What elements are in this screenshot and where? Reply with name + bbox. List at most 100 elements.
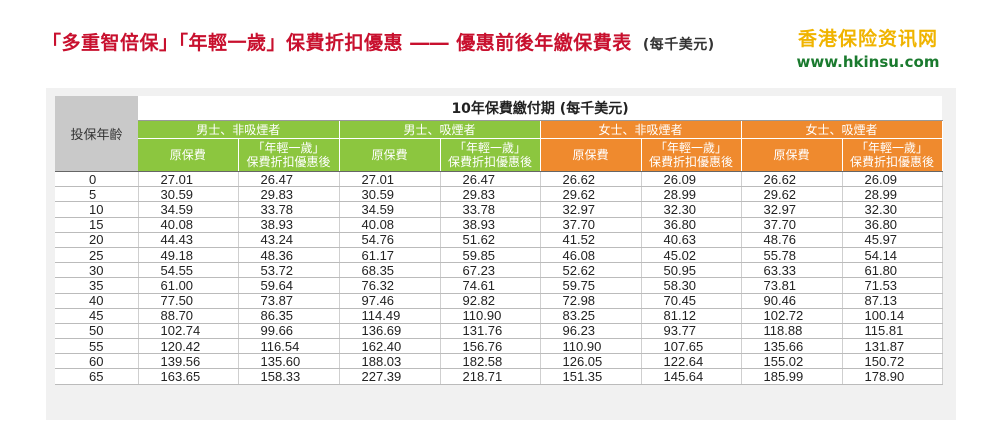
- premium-cell: 32.30: [641, 201, 742, 218]
- premium-table: 投保年齡 10年保費繳付期 (每千美元) 男士、非吸煙者 男士、吸煙者 女士、非…: [55, 96, 943, 385]
- title-unit-note: (每千美元): [642, 37, 715, 53]
- premium-cell: 76.32: [339, 277, 441, 294]
- table-row: 5 30.59 29.83 30.59 29.83 29.62 28.99 29.62 28.9…: [55, 186, 943, 203]
- sub-header-original: 原保費: [339, 138, 441, 172]
- age-cell: 20: [55, 232, 139, 248]
- title-text: 「多重智倍保」「年輕一歲」保費折扣優惠 ―― 優惠前後年繳保費表: [42, 32, 632, 54]
- premium-table-body: 0 27.01 26.47 27.01 26.47 26.62 26.09 26.62 26.0…: [55, 171, 943, 385]
- premium-cell: 26.62: [741, 171, 843, 188]
- premium-cell: 97.46: [339, 293, 441, 309]
- premium-cell: 100.14: [842, 308, 943, 324]
- table-row: 10 34.59 33.78 34.59 33.78 32.97 32.30 32.97 32.…: [55, 201, 943, 218]
- premium-cell: 88.70: [138, 308, 239, 324]
- premium-cell: 99.66: [238, 323, 340, 340]
- premium-cell: 34.59: [138, 201, 239, 218]
- table-row: 20 44.43 43.24 54.76 51.62 41.52 40.63 48.76 45.…: [55, 232, 943, 248]
- premium-cell: 46.08: [540, 247, 642, 264]
- premium-cell: 110.90: [540, 338, 642, 355]
- age-cell: 45: [55, 308, 139, 324]
- premium-cell: 50.95: [641, 262, 742, 279]
- premium-cell: 107.65: [641, 338, 742, 355]
- premium-cell: 37.70: [741, 217, 843, 233]
- table-row: 45 88.70 86.35 114.49 110.90 83.25 81.12 102.72…: [55, 308, 943, 324]
- premium-cell: 67.23: [440, 262, 541, 279]
- premium-cell: 102.72: [741, 308, 843, 324]
- age-cell: 25: [55, 247, 139, 264]
- premium-cell: 55.78: [741, 247, 843, 264]
- brand-logo[interactable]: 香港保险资讯网 www.hkinsu.com: [768, 24, 968, 71]
- age-cell: 30: [55, 262, 139, 279]
- premium-cell: 34.59: [339, 201, 441, 218]
- premium-cell: 96.23: [540, 323, 642, 340]
- premium-cell: 73.87: [238, 293, 340, 309]
- premium-cell: 33.78: [440, 201, 541, 218]
- brand-url[interactable]: www.hkinsu.com: [796, 53, 940, 71]
- table-row: 55 120.42 116.54 162.40 156.76 110.90 107.65 13…: [55, 338, 943, 355]
- premium-cell: 126.05: [540, 353, 642, 370]
- premium-cell: 32.97: [540, 201, 642, 218]
- group-header-female-non-smoker: 女士、非吸煙者: [540, 120, 742, 139]
- premium-cell: 73.81: [741, 277, 843, 294]
- table-row: 15 40.08 38.93 40.08 38.93 37.70 36.80 37.70 36.…: [55, 217, 943, 233]
- premium-cell: 26.47: [238, 171, 340, 188]
- brand-name: 香港保险资讯网: [797, 28, 938, 50]
- table-row: 65 163.65 158.33 227.39 218.71 151.35 145.64 18…: [55, 368, 943, 385]
- premium-cell: 32.30: [842, 201, 943, 218]
- premium-cell: 27.01: [138, 171, 239, 188]
- age-column-header: 投保年齡: [55, 96, 138, 172]
- premium-cell: 155.02: [741, 353, 843, 370]
- premium-cell: 53.72: [238, 262, 340, 279]
- premium-cell: 41.52: [540, 232, 642, 248]
- premium-cell: 36.80: [842, 217, 943, 233]
- premium-cell: 136.69: [339, 323, 441, 340]
- premium-cell: 26.09: [641, 171, 742, 188]
- premium-cell: 150.72: [842, 353, 943, 370]
- page-title: 「多重智倍保」「年輕一歲」保費折扣優惠 ―― 優惠前後年繳保費表 (每千美元): [42, 28, 715, 55]
- premium-cell: 92.82: [440, 293, 541, 309]
- premium-cell: 59.64: [238, 277, 340, 294]
- premium-cell: 43.24: [238, 232, 340, 248]
- premium-cell: 33.78: [238, 201, 340, 218]
- table-row: 30 54.55 53.72 68.35 67.23 52.62 50.95 63.33 61.…: [55, 262, 943, 279]
- premium-cell: 118.88: [741, 323, 843, 340]
- premium-cell: 48.36: [238, 247, 340, 264]
- premium-cell: 52.62: [540, 262, 642, 279]
- premium-cell: 156.76: [440, 338, 541, 355]
- premium-cell: 40.08: [138, 217, 239, 233]
- premium-cell: 120.42: [138, 338, 239, 355]
- premium-cell: 122.64: [641, 353, 742, 370]
- premium-cell: 116.54: [238, 338, 340, 355]
- premium-cell: 218.71: [440, 368, 541, 385]
- premium-cell: 54.76: [339, 232, 441, 248]
- premium-cell: 54.55: [138, 262, 239, 279]
- premium-cell: 45.02: [641, 247, 742, 264]
- premium-cell: 28.99: [842, 186, 943, 203]
- premium-cell: 59.85: [440, 247, 541, 264]
- premium-cell: 163.65: [138, 368, 239, 385]
- premium-cell: 162.40: [339, 338, 441, 355]
- payment-period-header: 10年保費繳付期 (每千美元): [138, 96, 943, 121]
- premium-cell: 45.97: [842, 232, 943, 248]
- table-row: 60 139.56 135.60 188.03 182.58 126.05 122.64 15…: [55, 353, 943, 370]
- premium-cell: 86.35: [238, 308, 340, 324]
- premium-table-panel: 投保年齡 10年保費繳付期 (每千美元) 男士、非吸煙者 男士、吸煙者 女士、非…: [46, 88, 956, 420]
- premium-cell: 72.98: [540, 293, 642, 309]
- age-cell: 15: [55, 217, 139, 233]
- premium-cell: 54.14: [842, 247, 943, 264]
- age-cell: 50: [55, 323, 139, 340]
- premium-cell: 49.18: [138, 247, 239, 264]
- premium-cell: 61.80: [842, 262, 943, 279]
- premium-cell: 40.63: [641, 232, 742, 248]
- premium-cell: 158.33: [238, 368, 340, 385]
- sub-header-discount: 「年輕一歲」 保費折扣優惠後: [641, 138, 742, 172]
- premium-cell: 63.33: [741, 262, 843, 279]
- premium-cell: 145.64: [641, 368, 742, 385]
- premium-cell: 44.43: [138, 232, 239, 248]
- premium-cell: 188.03: [339, 353, 441, 370]
- age-cell: 40: [55, 293, 139, 309]
- age-cell: 60: [55, 353, 139, 370]
- premium-cell: 30.59: [339, 186, 441, 203]
- age-cell: 35: [55, 277, 139, 294]
- premium-cell: 178.90: [842, 368, 943, 385]
- table-row: 40 77.50 73.87 97.46 92.82 72.98 70.45 90.46 87.…: [55, 293, 943, 309]
